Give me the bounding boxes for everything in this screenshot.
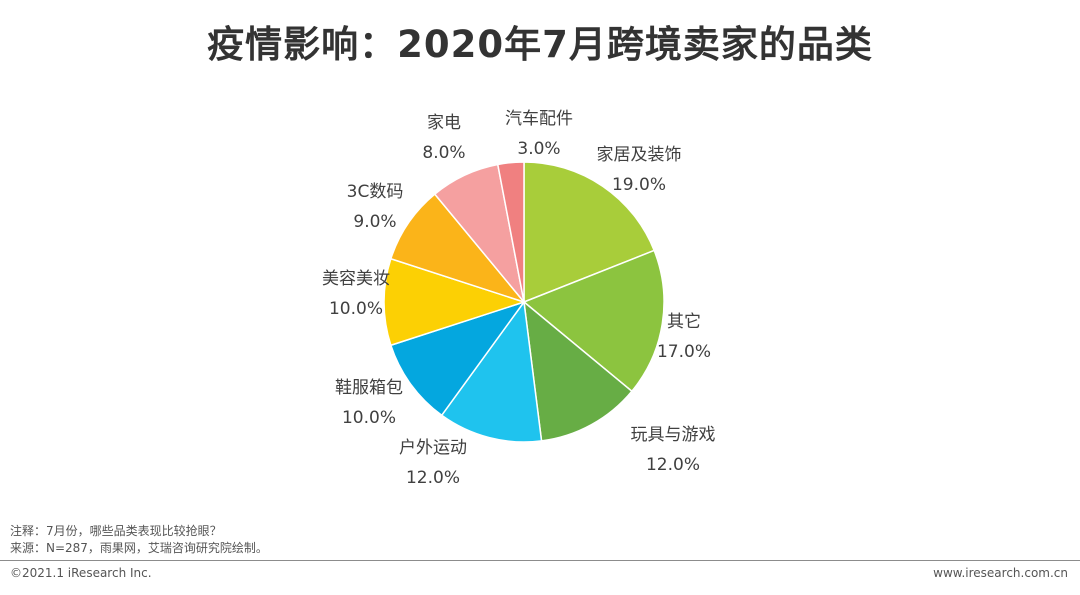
chart-source: 来源：N=287，雨果网，艾瑞咨询研究院绘制。 [10,541,268,555]
slice-value-label: 9.0% [353,212,396,232]
slice-value-label: 19.0% [612,175,666,195]
pie-slice [496,161,525,303]
copyright-text: ©2021.1 iResearch Inc. [10,566,152,580]
pie-slice [389,300,526,417]
pie-slice [440,300,543,443]
chart-note: 注释：7月份，哪些品类表现比较抢眼？ [10,524,222,538]
slice-label: 3C数码 [347,182,404,202]
slice-label: 家居及装饰 [597,145,682,165]
slice-value-label: 10.0% [342,408,396,428]
pie-labels: 家居及装饰 19.0% 其它 17.0% 玩具与游戏 12.0% 户外运动 12.0% 鞋服箱包… [322,109,716,488]
slice-label: 玩具与游戏 [631,425,716,445]
slice-value-label: 8.0% [422,143,465,163]
slice-label: 汽车配件 [505,109,573,129]
pie-slice [522,249,665,393]
footer-divider [0,560,1080,561]
pie-slice [389,193,527,304]
pie-slice [383,257,527,347]
slice-value-label: 3.0% [517,139,560,159]
page-title: 疫情影响：2020年7月跨境卖家的品类 [207,23,873,66]
slice-value-label: 10.0% [329,299,383,319]
pie-slice [523,161,656,304]
slice-label: 其它 [667,312,701,332]
slice-value-label: 12.0% [646,455,700,475]
slice-label: 美容美妆 [322,269,390,289]
slice-label: 家电 [427,113,461,133]
slice-label: 鞋服箱包 [335,378,403,398]
pie-slices [383,161,665,443]
pie-slice [523,300,633,442]
slice-value-label: 12.0% [406,468,460,488]
slice-label: 户外运动 [399,438,467,458]
slice-value-label: 17.0% [657,342,711,362]
website-url: www.iresearch.com.cn [933,566,1068,580]
